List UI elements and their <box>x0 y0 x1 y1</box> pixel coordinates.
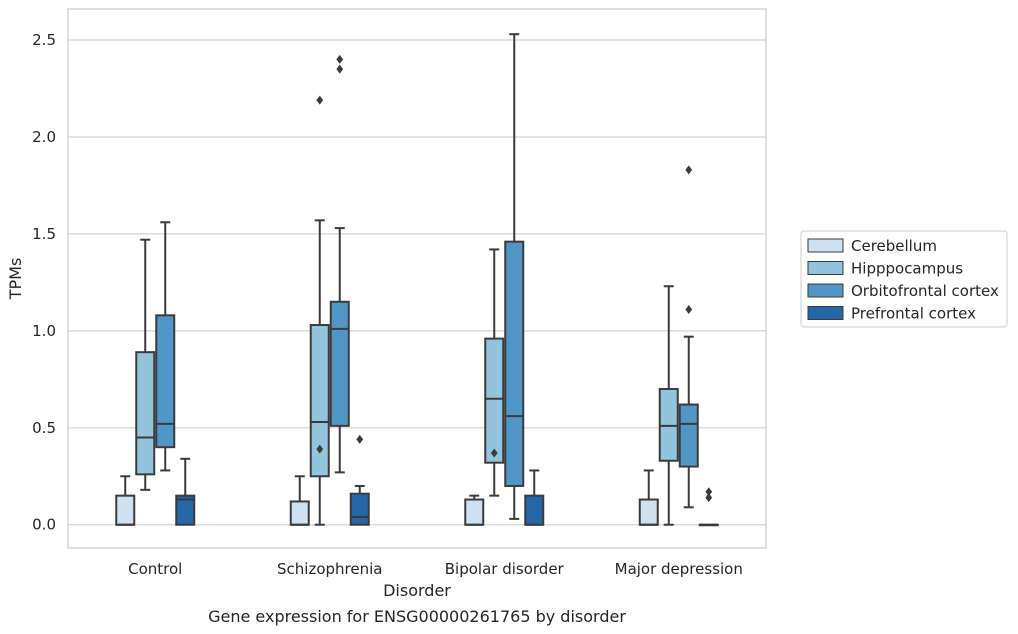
box-body <box>289 500 310 526</box>
legend-item: Orbitofrontal cortex <box>807 282 999 300</box>
box-orbitofrontal-cortex <box>678 165 699 509</box>
legend-item: Prefrontal cortex <box>807 305 976 323</box>
box-cerebellum <box>638 469 659 526</box>
legend-label: Prefrontal cortex <box>851 305 976 323</box>
legend-label: Hipppocampus <box>851 260 963 278</box>
box-cerebellum <box>464 494 485 526</box>
box-body <box>638 498 659 526</box>
x-tick-label: Bipolar disorder <box>445 560 565 578</box>
box-body <box>678 403 699 468</box>
x-tick-label: Schizophrenia <box>277 560 382 578</box>
outlier-point <box>316 95 324 105</box>
outlier-point <box>336 64 344 74</box>
box-body <box>135 351 156 476</box>
y-tick-label: 0.5 <box>32 419 56 437</box>
outlier-point <box>316 444 324 454</box>
x-axis-label: Disorder <box>383 581 451 600</box>
box-hipppocampus <box>484 248 505 497</box>
box-orbitofrontal-cortex <box>504 33 525 520</box>
box-cerebellum <box>289 475 310 526</box>
box-prefrontal-cortex <box>349 434 370 526</box>
box-body <box>155 314 176 449</box>
box-body <box>349 492 370 526</box>
y-tick-label: 1.0 <box>32 322 56 340</box>
y-tick-label: 1.5 <box>32 225 56 243</box>
legend-swatch <box>807 283 844 298</box>
box-cerebellum <box>115 475 136 526</box>
box-body <box>309 324 330 478</box>
box-body <box>329 300 350 427</box>
legend-item: Cerebellum <box>807 237 937 255</box>
legend: Cerebellum Hipppocampus Orbitofrontal cort… <box>800 230 1008 328</box>
outlier-point <box>685 165 693 175</box>
y-tick-label: 0.0 <box>32 516 56 534</box>
outlier-point <box>685 305 693 315</box>
legend-swatch <box>807 306 844 320</box>
box-body <box>524 494 545 526</box>
box-prefrontal-cortex <box>524 469 545 526</box>
legend-swatch <box>807 238 844 253</box>
y-tick-label: 2.5 <box>32 31 56 49</box>
box-prefrontal-cortex <box>175 457 196 526</box>
legend-label: Orbitofrontal cortex <box>851 282 999 300</box>
box-orbitofrontal-cortex <box>329 54 350 474</box>
box-body <box>464 498 485 526</box>
outlier-point <box>490 448 498 458</box>
box-body <box>484 337 505 464</box>
y-tick-labels: 0.0 0.5 1.0 1.5 2.0 2.5 <box>32 31 56 534</box>
x-tick-label: Major depression <box>615 560 743 578</box>
box-hipppocampus <box>309 95 330 526</box>
box-body <box>504 240 525 487</box>
chart-caption: Gene expression for ENSG00000261765 by d… <box>208 607 626 626</box>
legend-item: Hipppocampus <box>807 260 963 278</box>
legend-swatch <box>807 261 844 275</box>
box-prefrontal-cortex <box>698 487 719 527</box>
x-tick-label: Control <box>128 560 182 578</box>
box-body <box>115 494 136 526</box>
y-axis-label: TPMs <box>6 258 25 301</box>
outlier-point <box>356 434 364 444</box>
outlier-point <box>705 487 713 497</box>
box-body <box>175 494 196 526</box>
legend-frame <box>800 230 1008 328</box>
y-tick-label: 2.0 <box>32 128 56 146</box>
outlier-point <box>705 493 713 503</box>
x-tick-labels: Control Schizophrenia Bipolar disorder Majo… <box>128 560 743 578</box>
legend-label: Cerebellum <box>851 237 937 255</box>
boxes <box>115 33 719 527</box>
box-hipppocampus <box>658 285 679 526</box>
outlier-point <box>336 54 344 64</box>
box-orbitofrontal-cortex <box>155 221 176 472</box>
plot-frame <box>67 8 767 549</box>
box-hipppocampus <box>135 238 156 491</box>
